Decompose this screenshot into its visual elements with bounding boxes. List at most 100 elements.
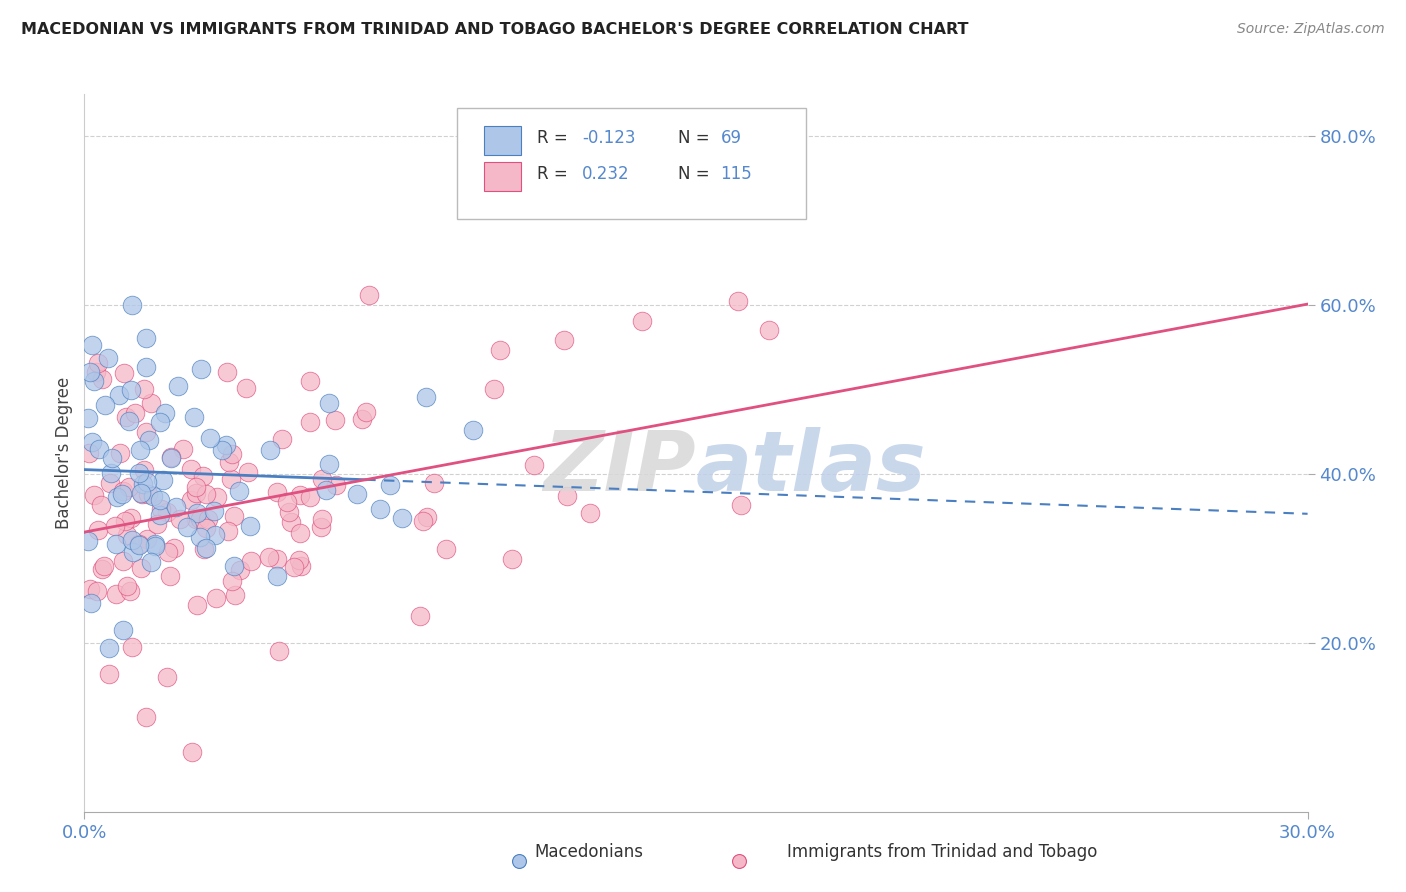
Point [120,583,142,598]
Point [77,533,100,548]
Point [131,487,153,501]
Point [266,569,288,583]
Point [318,457,340,471]
Point [86,584,108,599]
Point [120,383,142,397]
Point [165,500,187,515]
Text: 115: 115 [720,165,752,183]
Point [128,537,150,551]
Point [191,468,214,483]
Text: MACEDONIAN VS IMMIGRANTS FROM TRINIDAD AND TOBAGO BACHELOR'S DEGREE CORRELATION : MACEDONIAN VS IMMIGRANTS FROM TRINIDAD A… [21,22,969,37]
Point [553,333,575,347]
Point [280,515,302,529]
Point [415,390,437,404]
Point [135,331,157,345]
Point [120,511,142,525]
Point [266,484,288,499]
Point [352,412,374,426]
Point [87,523,110,537]
Point [115,528,138,542]
Point [77,446,100,460]
Point [80,596,103,610]
Point [114,410,136,425]
Point [152,473,174,487]
Point [160,450,183,465]
Point [79,365,101,379]
Text: atlas: atlas [696,426,927,508]
Point [266,552,288,566]
Point [132,477,155,491]
Point [77,410,100,425]
Point [145,517,167,532]
Point [325,478,347,492]
Point [288,526,311,541]
Point [87,356,110,370]
Point [97,641,120,656]
Point [221,574,243,588]
Point [184,480,207,494]
Point [172,442,194,456]
Point [501,551,523,566]
Point [228,484,250,499]
Point [235,381,257,395]
Point [315,483,337,497]
Text: R =: R = [537,129,574,147]
Point [278,505,301,519]
Point [217,524,239,539]
Point [221,447,243,461]
Point [105,490,128,504]
Point [97,351,120,366]
Point [239,554,262,568]
Point [356,404,378,418]
Point [267,644,290,658]
Point [129,443,152,458]
Point [238,465,260,479]
Point [82,338,104,352]
Point [484,382,506,396]
Point [727,294,749,309]
Point [298,490,321,504]
Text: N =: N = [678,129,714,147]
Point [115,579,138,593]
Point [136,487,159,501]
Point [142,489,165,503]
Point [222,559,245,574]
Point [112,554,135,568]
Point [217,365,239,379]
Point [104,587,127,601]
Point [188,530,211,544]
Point [190,512,212,526]
Point [118,414,141,428]
Point [200,432,222,446]
Point [163,541,186,556]
Point [346,486,368,500]
Point [105,537,128,551]
Point [156,545,179,559]
Point [141,396,163,410]
Point [309,520,332,534]
Point [489,343,512,357]
Point [186,511,208,525]
Point [193,542,215,557]
Point [114,366,136,380]
Point [434,541,457,556]
Point [318,395,340,409]
Point [121,298,143,312]
Point [129,485,152,500]
Point [84,365,107,379]
Text: 69: 69 [720,129,741,147]
Point [271,432,294,446]
Point [311,472,333,486]
Point [90,498,112,512]
Point [215,438,238,452]
Point [138,434,160,448]
Point [219,472,242,486]
Point [183,409,205,424]
Bar [484,126,522,154]
Point [143,536,166,550]
Point [181,745,204,759]
Text: ZIP: ZIP [543,426,696,508]
Point [79,582,101,597]
Point [180,462,202,476]
Point [184,486,207,500]
